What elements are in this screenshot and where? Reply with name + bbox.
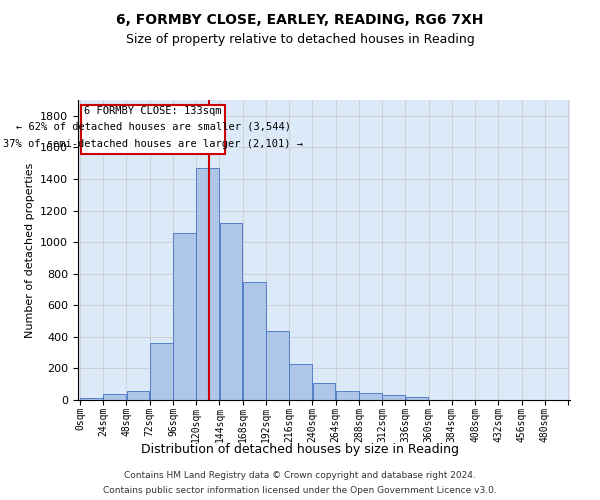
Bar (289, 364, 312, 400)
Text: Contains public sector information licensed under the Open Government Licence v3: Contains public sector information licen… (103, 486, 497, 495)
Bar (243, 282, 266, 400)
Bar (103, 394, 126, 400)
Bar (220, 223, 242, 400)
Bar (406, 397, 428, 400)
Bar (266, 332, 289, 400)
Bar (80, 398, 103, 400)
Text: 6, FORMBY CLOSE, EARLEY, READING, RG6 7XH: 6, FORMBY CLOSE, EARLEY, READING, RG6 7X… (116, 12, 484, 26)
Bar (382, 396, 405, 400)
Text: Size of property relative to detached houses in Reading: Size of property relative to detached ho… (125, 32, 475, 46)
Bar (150, 343, 173, 400)
Bar (336, 392, 359, 400)
Y-axis label: Number of detached properties: Number of detached properties (25, 162, 35, 338)
FancyBboxPatch shape (81, 104, 225, 154)
Text: ← 62% of detached houses are smaller (3,544): ← 62% of detached houses are smaller (3,… (16, 122, 290, 132)
Bar (127, 392, 149, 400)
Text: 6 FORMBY CLOSE: 133sqm: 6 FORMBY CLOSE: 133sqm (85, 106, 222, 116)
Bar (196, 168, 219, 400)
Text: 37% of semi-detached houses are larger (2,101) →: 37% of semi-detached houses are larger (… (3, 139, 303, 149)
Text: Contains HM Land Registry data © Crown copyright and database right 2024.: Contains HM Land Registry data © Crown c… (124, 471, 476, 480)
Bar (313, 382, 335, 400)
Text: Distribution of detached houses by size in Reading: Distribution of detached houses by size … (141, 442, 459, 456)
Bar (359, 393, 382, 400)
Bar (173, 232, 196, 400)
